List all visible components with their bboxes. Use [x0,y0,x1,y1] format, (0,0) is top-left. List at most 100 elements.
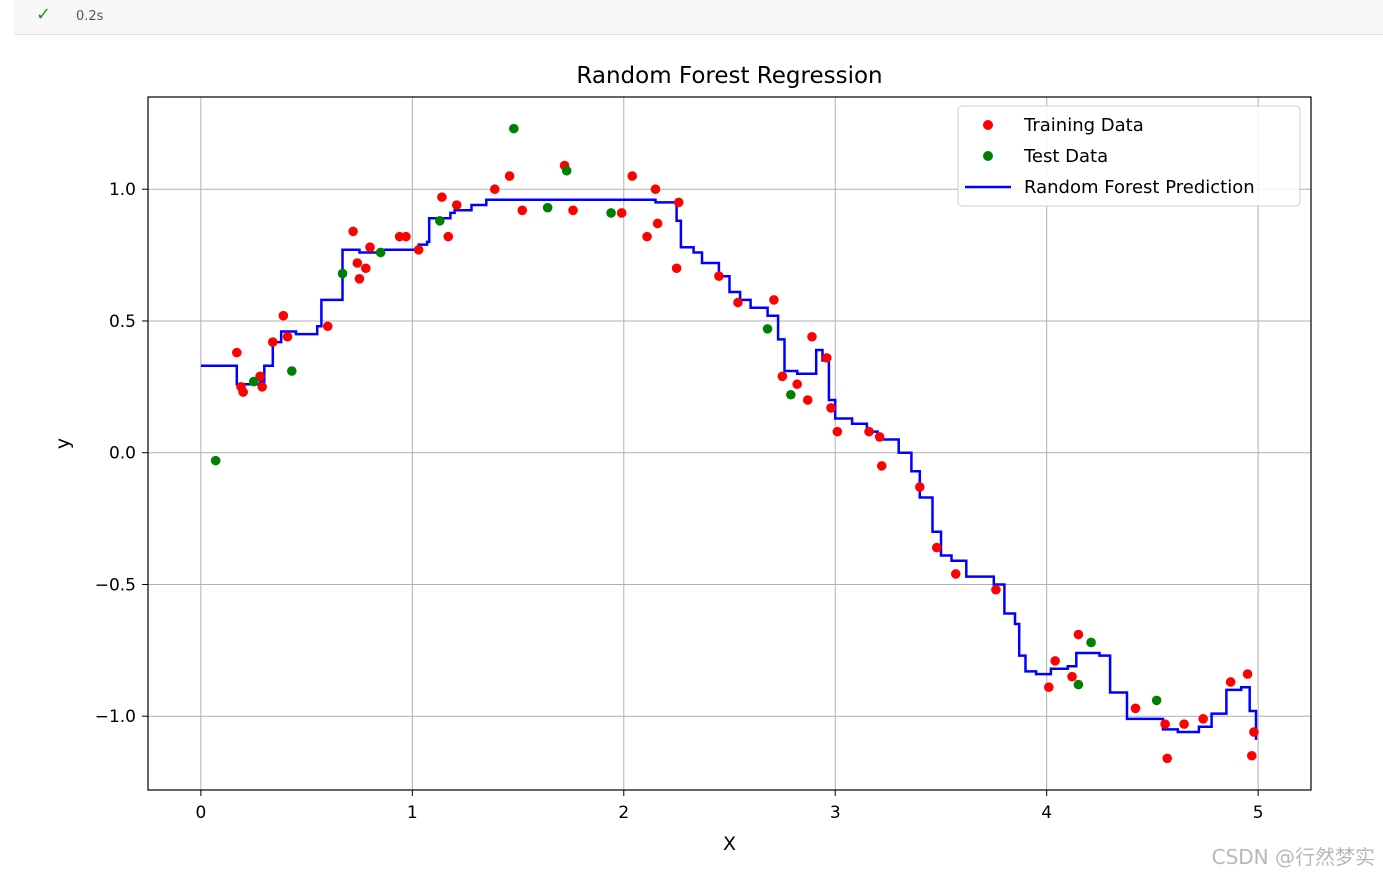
test-point [762,324,773,334]
x-tick-label: 1 [407,803,418,823]
y-tick-label: 0.0 [109,444,136,464]
training-point [1067,671,1077,682]
plot-frame [147,96,1312,791]
legend: Training Data Test Data Random Forest Pred… [957,105,1301,207]
training-point [517,205,528,216]
training-point [1130,703,1141,714]
training-point [876,461,887,471]
training-point [443,231,454,242]
test-point [606,208,616,218]
y-axis-label: y [52,438,74,449]
training-point [278,310,289,321]
training-point [365,242,375,252]
test-point [1086,637,1096,648]
training-point [267,337,278,347]
y-tick-label: −0.5 [95,575,136,595]
training-point [616,208,627,218]
check-icon: ✓ [36,4,52,25]
training-point [1050,656,1060,666]
training-point [652,218,663,229]
training-point [915,482,925,492]
training-point [1198,714,1208,724]
x-tick-label: 0 [195,803,206,823]
execution-time: 0.2s [76,9,104,24]
training-point [821,353,832,363]
y-tick-label: 0.5 [109,312,136,332]
training-point [733,297,743,308]
x-axis-label: X [723,833,736,855]
training-point [282,331,293,342]
test-point [1073,679,1084,690]
training-point [360,263,371,274]
training-point [489,184,500,195]
training-point [1249,727,1259,737]
training-point [991,584,1001,595]
x-tick-label: 5 [1253,803,1264,823]
legend-label: Random Forest Prediction [1024,177,1255,198]
training-point [1242,669,1253,679]
watermark: CSDN @行然梦实 [1211,845,1375,869]
training-point [874,432,885,442]
training-point [807,331,817,342]
training-point [1073,629,1084,640]
training-point [504,171,515,181]
training-point [673,197,684,208]
training-point [802,395,813,405]
training-point [1160,719,1170,729]
test-point [561,165,572,176]
training-point [1225,677,1236,687]
chart-title: Random Forest Regression [576,63,882,89]
legend-marker [983,151,993,161]
test-point [435,216,445,226]
y-tick-label: 1.0 [109,180,136,200]
x-tick-label: 3 [830,803,841,823]
training-point [931,542,942,553]
x-tick-label: 4 [1041,803,1052,823]
training-point [832,426,843,437]
training-point [257,382,267,392]
training-point [352,258,363,268]
training-point [1246,750,1257,761]
training-point [413,245,424,255]
test-point [542,202,553,213]
training-point [1179,719,1189,729]
test-point [248,376,259,387]
test-point [375,247,386,258]
training-point [792,379,802,390]
legend-marker [983,120,993,130]
test-point [210,455,221,466]
test-point [786,389,796,400]
training-point [401,231,411,242]
training-point [777,371,788,382]
test-point [337,268,348,279]
training-point [627,171,638,181]
training-point [348,226,358,237]
y-tick-label: −1.0 [95,707,136,727]
training-point [437,192,447,202]
training-point [769,295,779,305]
training-point [950,569,961,579]
test-point [286,366,297,376]
training-point [714,271,724,281]
x-tick-label: 2 [618,803,629,823]
training-point [568,205,578,216]
training-point [826,403,836,413]
training-point [650,184,661,195]
test-point [509,123,519,134]
legend-label: Test Data [1023,146,1108,167]
training-point [238,387,248,397]
training-point [451,200,462,210]
training-point [232,347,242,358]
training-point [642,231,652,242]
legend-label: Training Data [1023,115,1144,136]
training-point [255,371,265,382]
test-point [1151,695,1162,706]
training-point [1162,753,1173,764]
training-point [322,321,333,332]
cell-status-bar: ✓ 0.2s [14,0,1383,35]
legend-box [957,105,1301,207]
training-point [671,263,682,274]
training-point [1043,682,1054,693]
training-point [354,274,365,284]
